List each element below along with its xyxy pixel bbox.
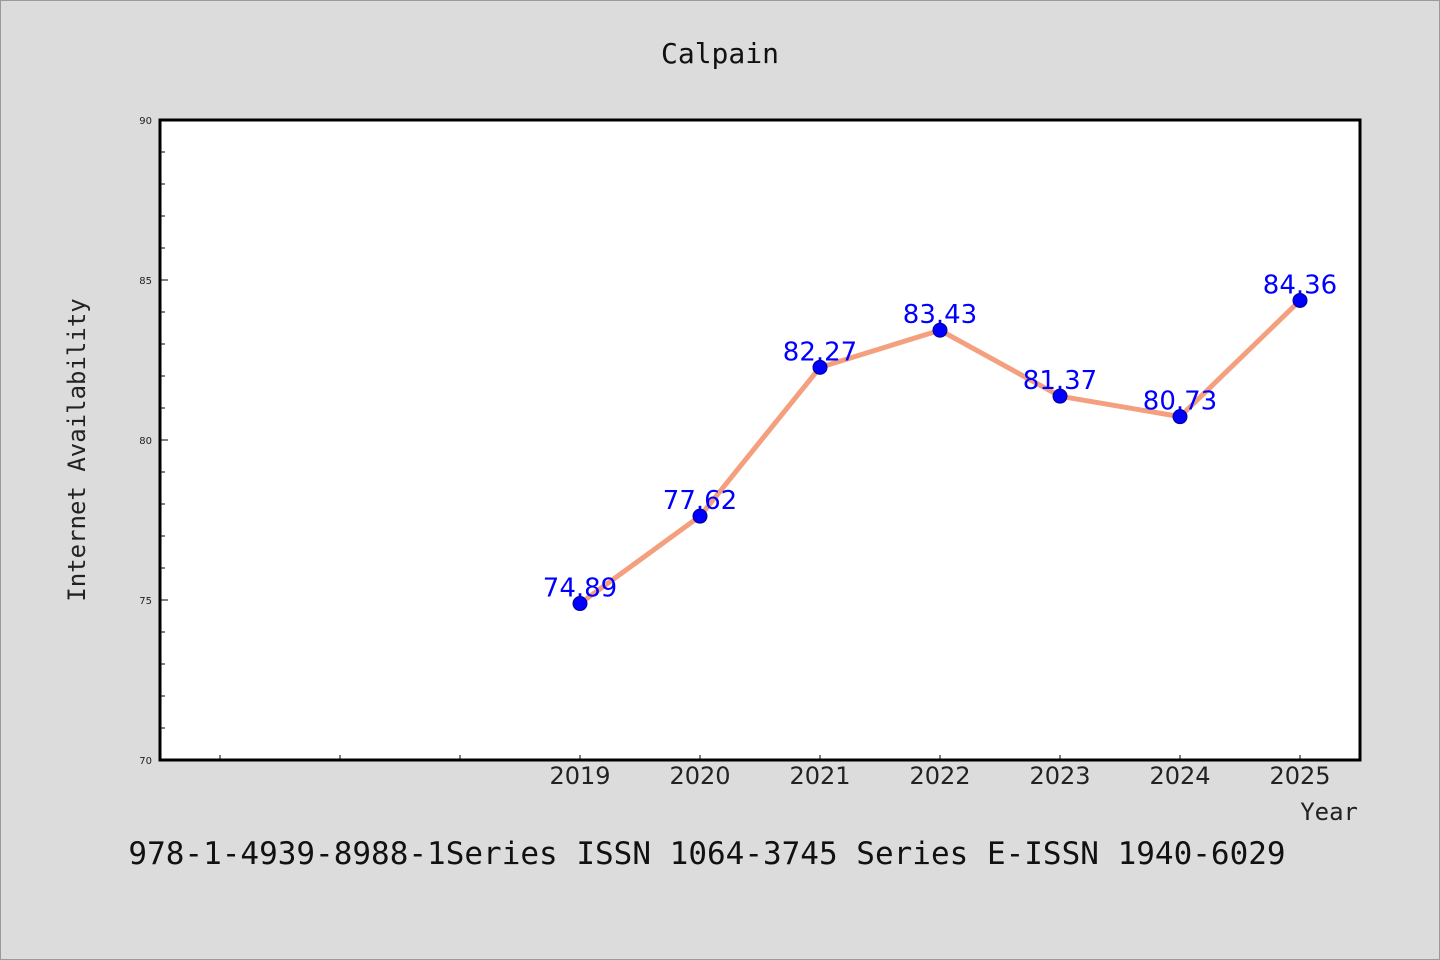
x-axis-ticks: 2019 2020 2021 2022 2023 2024 2025 [219, 755, 1331, 790]
data-label: 84.36 [1263, 270, 1337, 300]
y-tick-label: 85 [139, 276, 152, 287]
data-label: 82.27 [783, 337, 857, 367]
data-label: 80.73 [1143, 387, 1217, 417]
footer-text: 978-1-4939-8988-1Series ISSN 1064-3745 S… [128, 836, 1285, 872]
x-tick-label: 2024 [1149, 762, 1210, 790]
data-label: 77.62 [663, 486, 737, 516]
y-tick-label: 75 [139, 596, 152, 607]
x-tick-label: 2020 [669, 762, 730, 790]
plot-area [158, 118, 1362, 762]
x-tick-label: 2019 [549, 762, 610, 790]
series-group: 74.89 77.62 82.27 83.43 81.37 80.73 84.36 [543, 270, 1337, 612]
y-tick-label: 90 [139, 116, 152, 127]
x-tick-label: 2021 [789, 762, 850, 790]
y-tick-label: 70 [139, 756, 152, 767]
data-point [932, 322, 948, 338]
data-point [1052, 388, 1068, 404]
data-point [812, 359, 828, 375]
x-tick-label: 2025 [1269, 762, 1330, 790]
x-axis-title: Year [1300, 798, 1358, 826]
data-label: 81.37 [1023, 366, 1097, 396]
y-axis-title: Internet Availability [63, 298, 91, 601]
data-point [572, 596, 588, 612]
x-tick-label: 2023 [1029, 762, 1090, 790]
y-axis-ticks: 70 75 80 85 90 [139, 116, 168, 767]
data-point [1172, 409, 1188, 425]
data-label: 83.43 [903, 300, 977, 330]
chart-title: Calpain [661, 37, 779, 70]
data-label: 74.89 [543, 574, 617, 604]
y-tick-label: 80 [139, 436, 152, 447]
data-point [1292, 292, 1308, 308]
x-tick-label: 2022 [909, 762, 970, 790]
data-point [692, 508, 708, 524]
